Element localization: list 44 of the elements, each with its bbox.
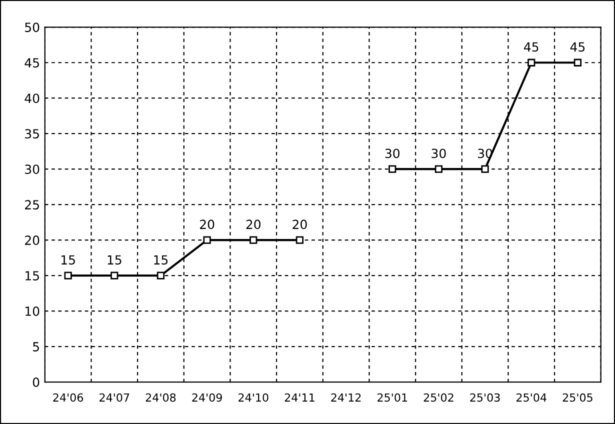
point — [528, 58, 536, 66]
x-tick-label: 25'01 — [378, 393, 408, 402]
x-tick-label: 25'02 — [424, 393, 454, 402]
x-tick-label: 24'08 — [146, 393, 176, 402]
point — [110, 272, 118, 280]
y-tick-label: 50 — [25, 22, 40, 32]
y-tick-label: 45 — [24, 58, 39, 68]
point — [203, 236, 211, 244]
point — [250, 236, 258, 244]
y-tick-label: 15 — [26, 271, 39, 280]
point — [64, 272, 72, 280]
x-tick-label: 25'03 — [470, 393, 500, 402]
point — [481, 165, 489, 173]
data-label: 45 — [570, 42, 585, 52]
x-tick-label: 24'12 — [331, 393, 361, 402]
data-label: 15 — [154, 255, 168, 265]
y-tick-label: 0 — [32, 377, 40, 387]
x-tick-label: 25'04 — [516, 393, 546, 402]
y-tick-label: 5 — [33, 342, 39, 352]
data-label: 15 — [61, 255, 75, 265]
y-tick-label: 20 — [25, 236, 40, 245]
y-tick-label: 25 — [25, 200, 39, 210]
x-tick-label: 24'06 — [53, 393, 84, 402]
x-tick-label: 24'10 — [238, 393, 268, 402]
data-label: 20 — [292, 220, 307, 230]
data-label: 30 — [385, 148, 400, 158]
y-tick-label: 30 — [25, 164, 40, 174]
y-tick-label: 40 — [24, 94, 40, 104]
point — [388, 165, 396, 173]
point — [296, 236, 304, 244]
data-label: 20 — [246, 220, 261, 230]
x-tick-label: 24'11 — [284, 393, 314, 402]
x-tick-label: 24'07 — [100, 393, 130, 402]
x-tick-label: 25'05 — [562, 393, 592, 402]
y-tick-label: 10 — [26, 306, 40, 316]
data-label: 20 — [200, 220, 214, 230]
data-label: 30 — [432, 148, 446, 158]
y-tick-label: 35 — [25, 129, 39, 139]
point — [574, 58, 582, 66]
point — [156, 272, 165, 280]
x-tick-label: 24'09 — [192, 393, 222, 402]
data-label: 15 — [108, 255, 122, 265]
data-label: 45 — [524, 42, 538, 52]
point — [434, 165, 443, 173]
